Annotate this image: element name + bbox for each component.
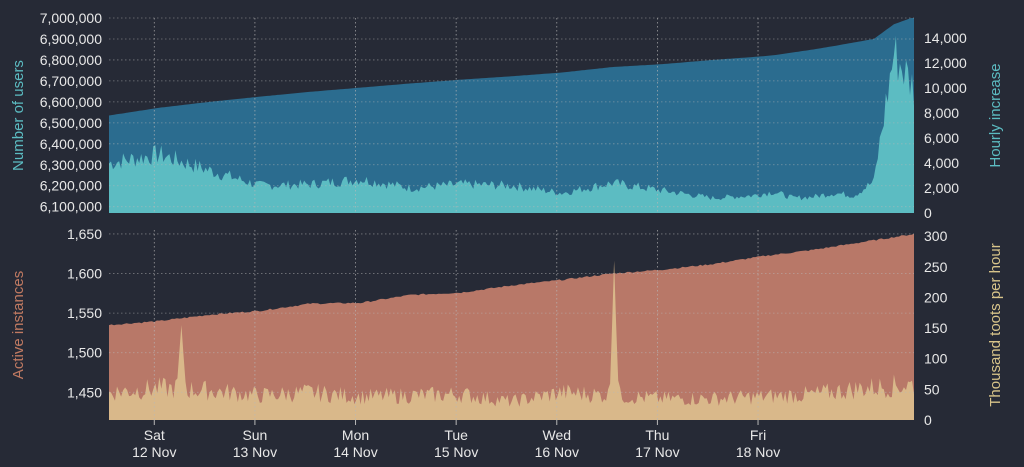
users-left-tick-label: 6,400,000 [40, 136, 102, 152]
instances-right-tick-label: 300 [924, 228, 948, 244]
x-tick-day-label: Wed [543, 427, 572, 443]
users-right-axis-label: Hourly increase [987, 63, 1004, 167]
instances-left-series-area [109, 233, 914, 420]
users-left-tick-label: 6,600,000 [40, 94, 102, 110]
users-left-axis-label: Number of users [10, 60, 27, 171]
x-tick-day-label: Thu [645, 427, 669, 443]
instances-right-tick-label: 200 [924, 289, 948, 305]
users-right-tick-label: 8,000 [924, 105, 959, 121]
users-left-tick-label: 6,200,000 [40, 178, 102, 194]
users-panel: 6,100,000 6,200,000 6,300,000 6,400,000 6,50… [10, 10, 1004, 221]
x-tick-day-label: Sun [242, 427, 267, 443]
users-left-tick-label: 6,700,000 [40, 73, 102, 89]
instances-right-axis-label: Thousand toots per hour [987, 243, 1004, 406]
x-tick-day-label: Sat [144, 427, 165, 443]
x-tick-day-label: Tue [444, 427, 468, 443]
x-tick-date-label: 14 Nov [333, 444, 377, 460]
x-tick-date-label: 13 Nov [233, 444, 277, 460]
users-right-tick-label: 6,000 [924, 130, 959, 146]
instances-left-tick-label: 1,500 [67, 345, 102, 361]
instances-right-series-area [109, 260, 914, 420]
users-left-tick-label: 6,500,000 [40, 115, 102, 131]
x-tick-date-label: 16 Nov [535, 444, 579, 460]
x-tick-day-label: Fri [750, 427, 766, 443]
users-right-tick-label: 14,000 [924, 30, 967, 46]
instances-panel: 1,450 1,500 1,550 1,600 1,650 0 50 100 150 200 250… [10, 226, 1004, 428]
users-right-tick-label: 2,000 [924, 180, 959, 196]
x-tick-date-label: 12 Nov [132, 444, 176, 460]
instances-left-tick-label: 1,450 [67, 384, 102, 400]
instances-right-tick-label: 150 [924, 320, 948, 336]
users-right-series-area [109, 35, 914, 214]
users-left-tick-label: 6,800,000 [40, 52, 102, 68]
users-left-tick-label: 6,900,000 [40, 31, 102, 47]
x-tick-day-label: Mon [342, 427, 369, 443]
users-right-tick-label: 0 [924, 205, 932, 221]
users-right-tick-label: 4,000 [924, 155, 959, 171]
instances-right-tick-label: 50 [924, 381, 940, 397]
users-left-tick-label: 7,000,000 [40, 10, 102, 26]
users-left-series-area [109, 18, 914, 213]
instances-right-tick-label: 0 [924, 412, 932, 428]
instances-left-axis-label: Active instances [10, 271, 27, 379]
instances-left-tick-label: 1,600 [67, 266, 102, 282]
x-tick-date-label: 17 Nov [635, 444, 679, 460]
instances-left-tick-label: 1,550 [67, 305, 102, 321]
instances-right-tick-label: 100 [924, 351, 948, 367]
users-right-tick-label: 10,000 [924, 80, 967, 96]
instances-left-tick-label: 1,650 [67, 226, 102, 242]
users-left-tick-label: 6,100,000 [40, 199, 102, 215]
instances-right-tick-label: 250 [924, 259, 948, 275]
x-tick-date-label: 15 Nov [434, 444, 478, 460]
users-left-tick-label: 6,300,000 [40, 157, 102, 173]
users-right-tick-label: 12,000 [924, 55, 967, 71]
x-tick-date-label: 18 Nov [736, 444, 780, 460]
